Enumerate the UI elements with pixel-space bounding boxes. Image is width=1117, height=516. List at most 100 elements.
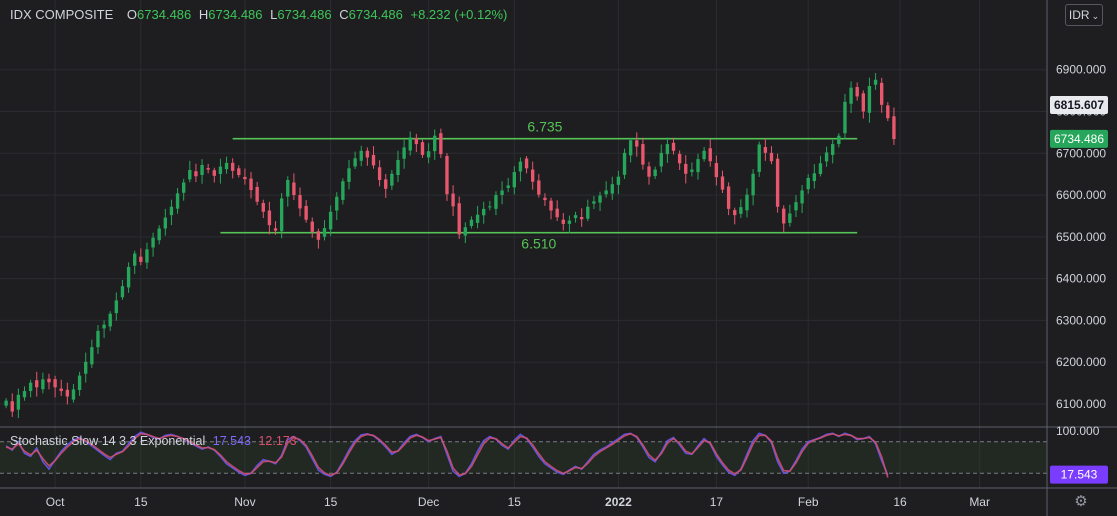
candle-body: [371, 154, 376, 166]
candle-body: [304, 205, 308, 220]
candle-body: [586, 206, 590, 219]
candle-body: [322, 228, 327, 237]
x-tick-label: Dec: [418, 495, 439, 509]
crosshair-price-label: 6815.607: [1054, 98, 1104, 112]
gear-icon[interactable]: ⚙: [1074, 493, 1088, 510]
candle-body: [59, 388, 63, 392]
candle-body: [831, 144, 835, 155]
candle-body: [824, 152, 829, 162]
candle-body: [47, 378, 51, 383]
candle-body: [837, 135, 841, 145]
candle-body: [292, 182, 296, 196]
candle-body: [243, 176, 247, 180]
candle-body: [224, 162, 229, 170]
x-tick-label: Oct: [46, 495, 65, 509]
candle-body: [726, 186, 731, 209]
candle-body: [126, 266, 131, 288]
candle-body: [65, 389, 70, 397]
candle-body: [218, 166, 223, 174]
indicator-name: Stochastic Slow 14 3 3 Exponential: [10, 434, 206, 448]
candle-body: [720, 176, 725, 190]
candle-body: [426, 151, 431, 158]
candle-body: [420, 142, 425, 155]
candle-body: [800, 190, 804, 204]
candle-body: [849, 87, 853, 104]
candle-body: [133, 253, 137, 266]
low-value: 6734.486: [277, 7, 332, 22]
candle-body: [90, 347, 94, 365]
level-label: 6.510: [521, 236, 556, 252]
candle-body: [812, 173, 817, 182]
candle-body: [818, 163, 823, 174]
candle-body: [384, 179, 388, 189]
candle-body: [475, 214, 480, 223]
stoch-d-line: [5, 432, 889, 478]
high-label: H: [198, 7, 209, 22]
candle-body: [445, 155, 449, 195]
candle-body: [108, 313, 112, 327]
candle-body: [684, 163, 688, 174]
x-tick-label: 15: [324, 495, 338, 509]
x-tick-label: 15: [508, 495, 522, 509]
candle-body: [488, 206, 492, 208]
candle-body: [708, 148, 712, 162]
candle-body: [188, 169, 192, 180]
candle-body: [482, 208, 486, 216]
x-tick-label: 17: [710, 495, 724, 509]
candle-body: [335, 196, 339, 211]
candle-body: [622, 152, 627, 175]
candle-body: [573, 215, 578, 219]
candle-body: [886, 105, 890, 119]
candle-body: [469, 219, 474, 226]
candle-body: [273, 228, 278, 231]
indicator-d-value: 12.173: [258, 434, 297, 448]
open-value: 6734.486: [137, 7, 192, 22]
candle-body: [408, 137, 412, 151]
last-price-label: 6734.486: [1054, 132, 1104, 146]
candle-body: [861, 93, 865, 112]
candle-body: [677, 153, 682, 164]
candle-body: [377, 167, 382, 181]
candle-body: [592, 201, 596, 204]
candle-body: [328, 211, 333, 230]
indicator-legend[interactable]: Stochastic Slow 14 3 3 Exponential 17.54…: [10, 434, 297, 448]
y-tick-label: 6400.000: [1056, 272, 1106, 286]
candle-body: [200, 164, 204, 176]
x-tick-label: Feb: [798, 495, 819, 509]
candle-body: [390, 173, 394, 186]
candle-body: [653, 169, 657, 177]
currency-button[interactable]: IDR ⌄: [1065, 4, 1103, 26]
candle-body: [665, 144, 670, 155]
candle-body: [867, 85, 872, 113]
candle-body: [353, 158, 357, 167]
candle-body: [457, 203, 461, 235]
candle-body: [806, 177, 810, 190]
candle-body: [543, 197, 547, 201]
y-tick-label: 6100.000: [1056, 397, 1106, 411]
candle-body: [598, 195, 602, 203]
stoch-value-badge: [1050, 465, 1108, 484]
high-value: 6734.486: [208, 7, 263, 22]
x-tick-label: 16: [893, 495, 907, 509]
candle-body: [310, 221, 314, 232]
candle-body: [531, 169, 535, 182]
grid: [0, 0, 1047, 488]
indicator-k-value: 17.543: [212, 434, 251, 448]
candle-body: [880, 82, 884, 105]
support-resistance-levels: 6.735 6.510: [220, 119, 858, 252]
candle-body: [402, 147, 406, 159]
y-tick-label: 6600.000: [1056, 188, 1106, 202]
change-value: +8.232 (+0.12%): [410, 7, 508, 22]
candle-body: [433, 135, 437, 152]
stoch-y-tick-label: 100.000: [1056, 424, 1100, 438]
candle-body: [500, 190, 504, 196]
candle-body: [212, 170, 216, 176]
candle-body: [775, 158, 780, 207]
candle-body: [610, 184, 614, 194]
candle-body: [279, 198, 284, 232]
candle-body: [414, 138, 419, 145]
y-tick-label: 6700.000: [1056, 146, 1106, 160]
open-label: O: [126, 7, 138, 22]
candle-body: [341, 181, 345, 200]
